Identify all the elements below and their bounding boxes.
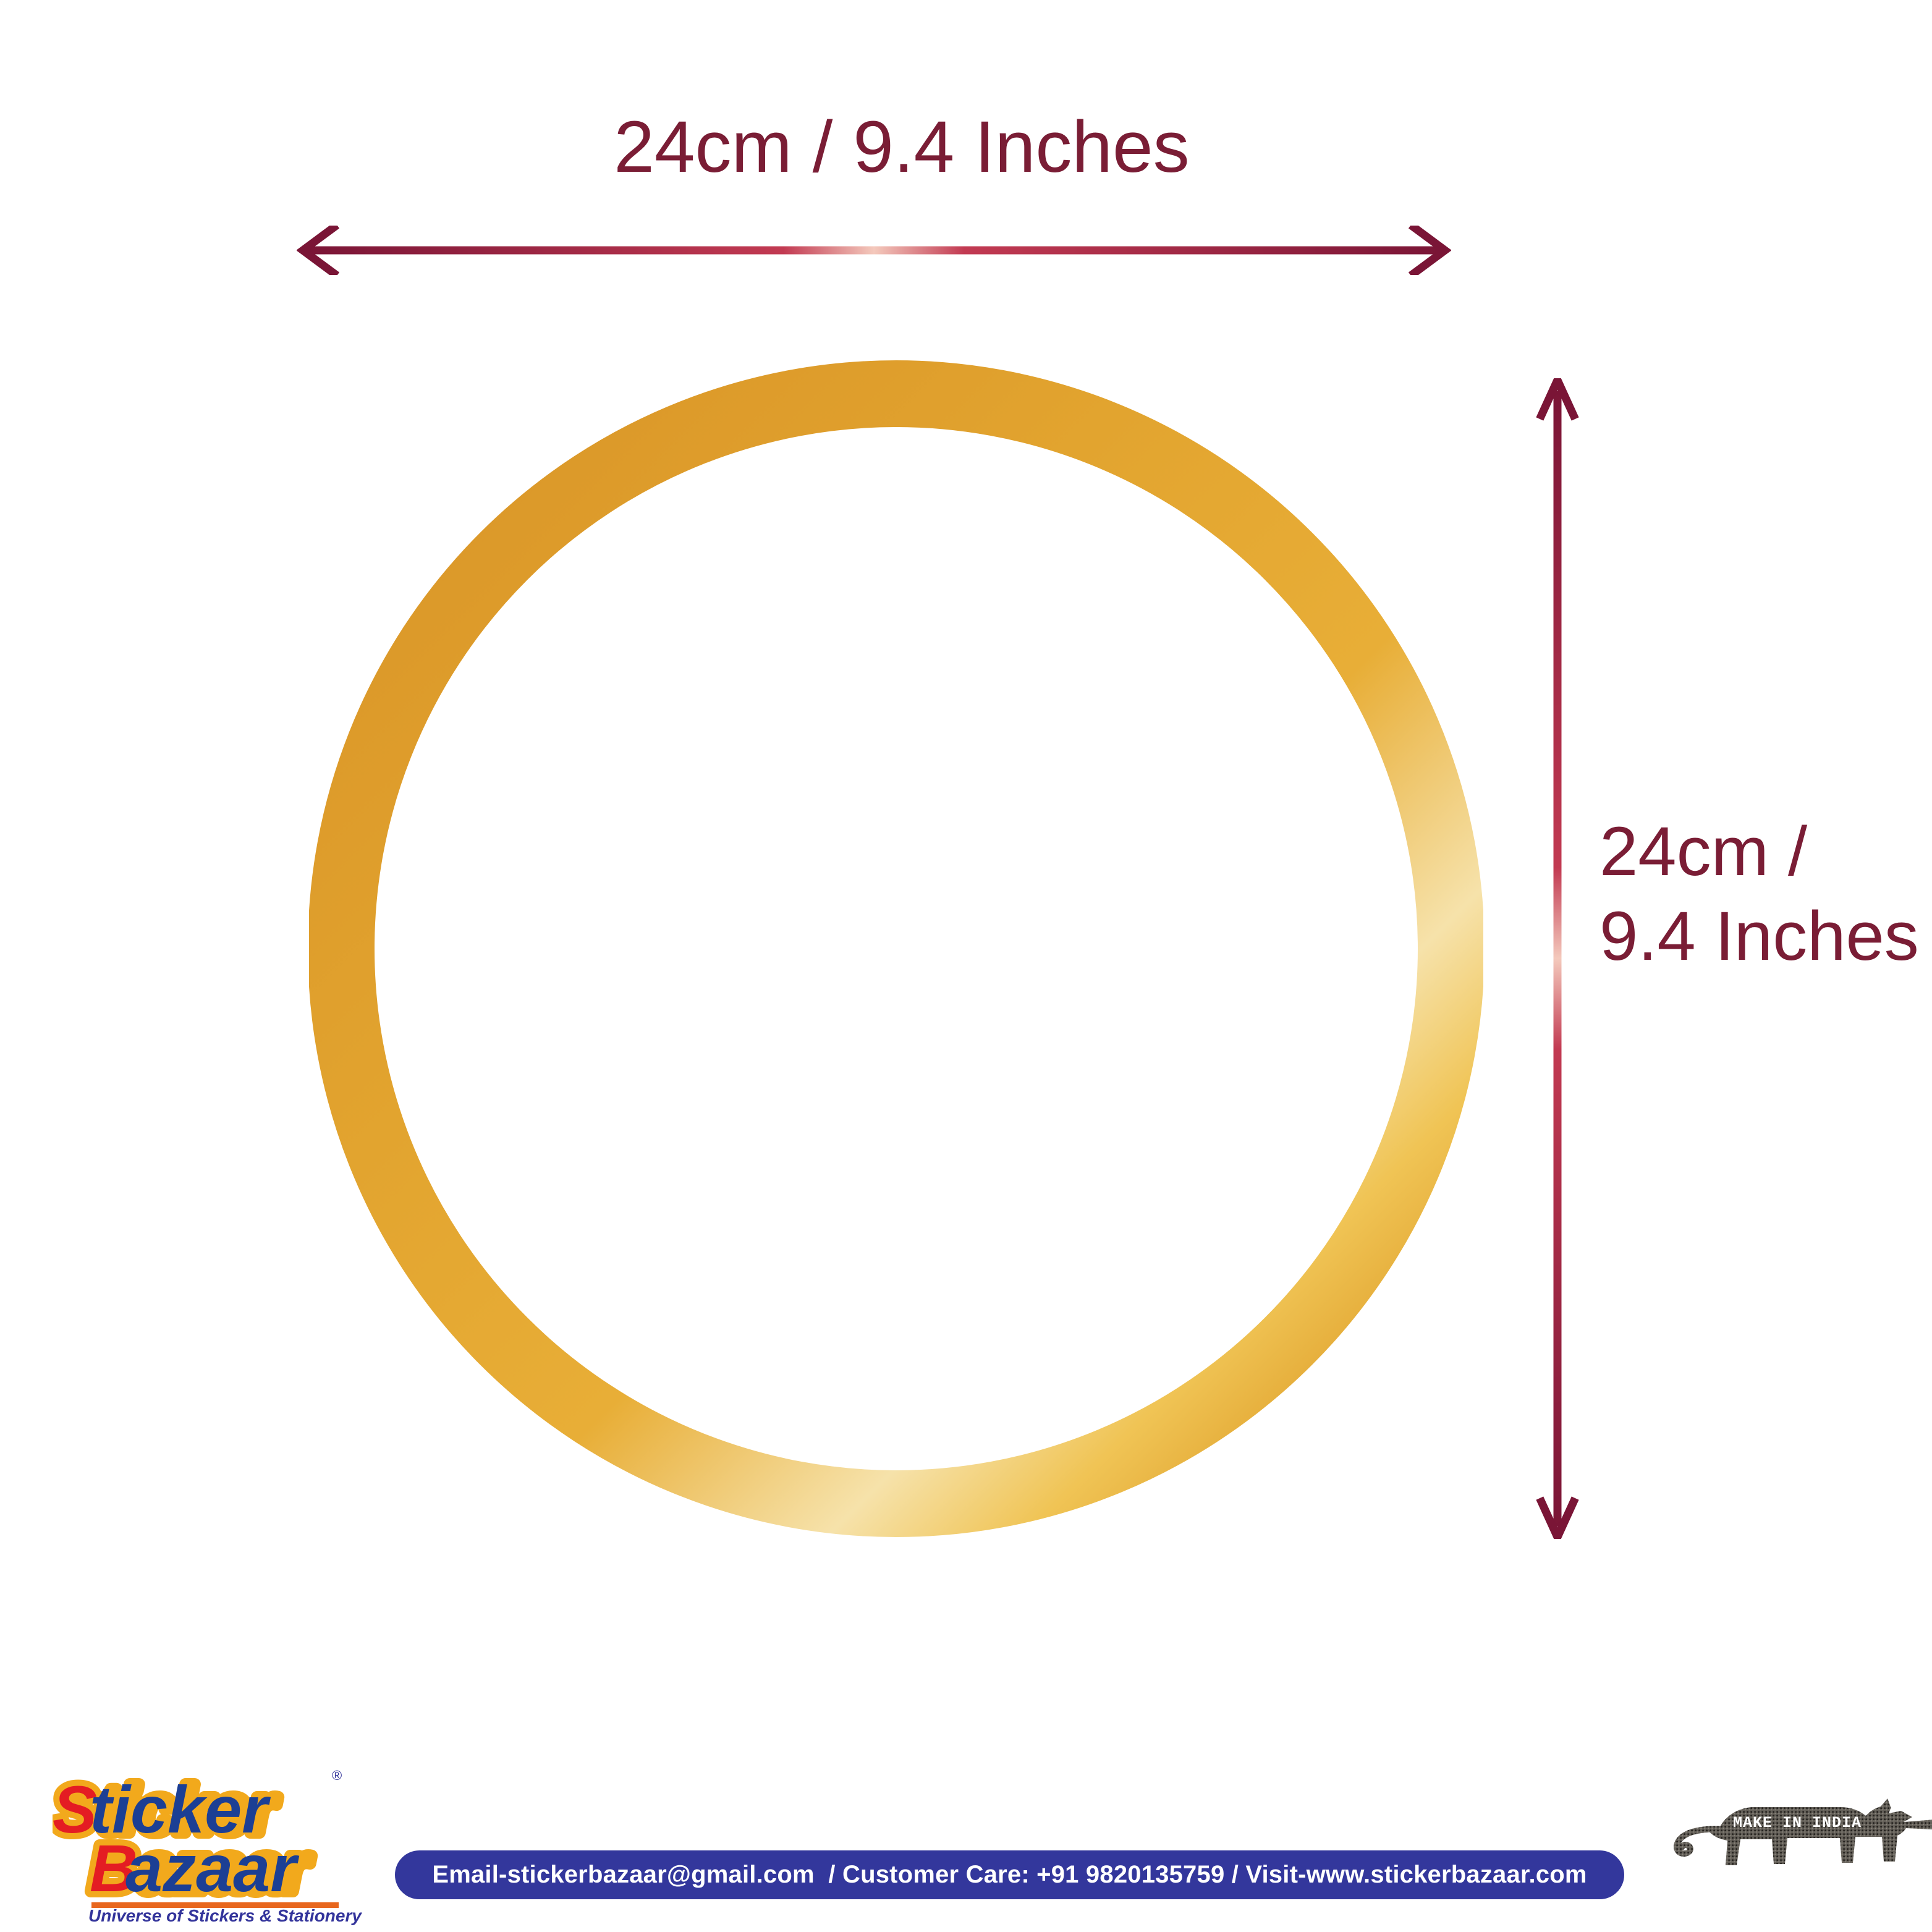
svg-text:azaar: azaar — [125, 1831, 299, 1905]
svg-text:MAKE IN INDIA: MAKE IN INDIA — [1733, 1814, 1862, 1832]
svg-text:®: ® — [332, 1768, 342, 1783]
